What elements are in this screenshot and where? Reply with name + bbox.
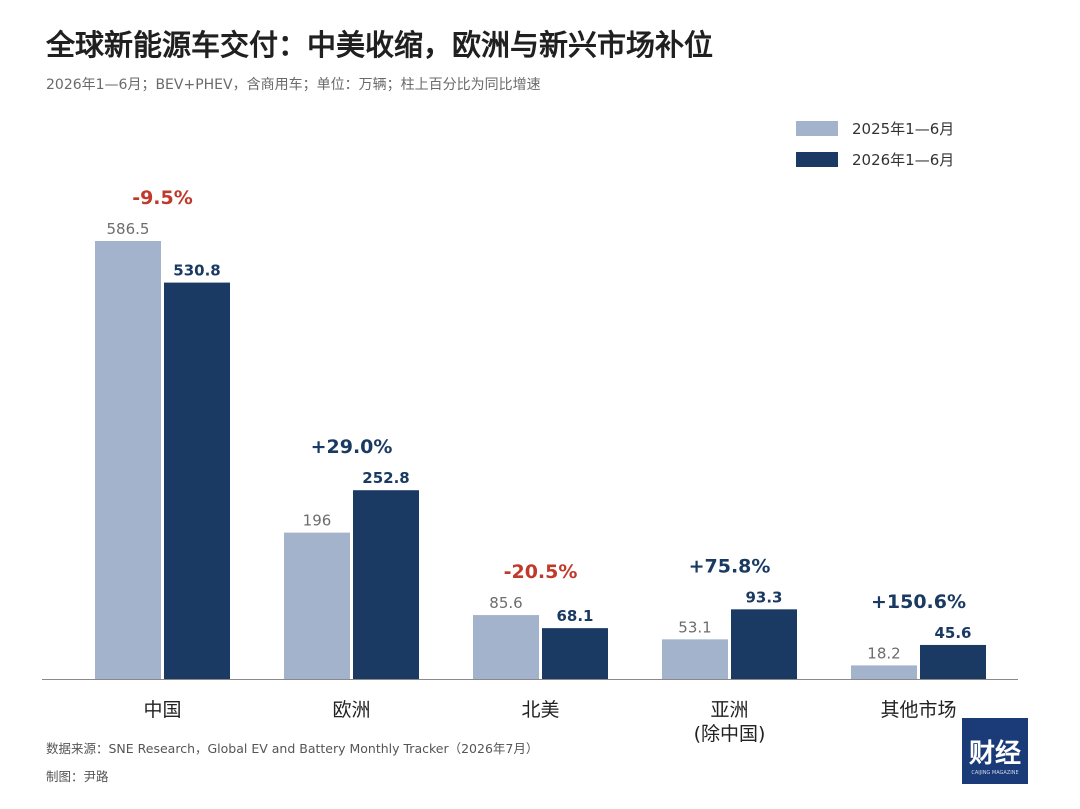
bar-2026-4 [920, 644, 986, 679]
value-label-2026-0: 530.8 [173, 262, 220, 280]
legend-label-2025: 2025年1—6月 [852, 120, 954, 138]
source-note: 数据来源：SNE Research，Global EV and Battery … [46, 741, 539, 756]
value-label-2026-4: 45.6 [934, 624, 971, 642]
legend-swatch-2026 [796, 152, 838, 167]
category-label-4: 其他市场 [880, 699, 956, 721]
value-label-2025-0: 586.5 [107, 220, 150, 238]
growth-label-1: +29.0% [311, 436, 393, 458]
legend-swatch-2025 [796, 121, 838, 136]
bar-2025-0 [95, 241, 161, 679]
category-label-0: 中国 [143, 699, 181, 721]
growth-label-0: -9.5% [132, 187, 193, 209]
logo-subtext: CAIJING MAGAZINE [971, 770, 1019, 776]
category-label-3-line0: 亚洲 [710, 699, 748, 721]
bar-2025-2 [473, 615, 539, 679]
bar-2025-1 [284, 532, 350, 679]
value-label-2025-1: 196 [303, 512, 332, 530]
chart-subtitle: 2026年1—6月；BEV+PHEV，含商用车；单位：万辆；柱上百分比为同比增速 [46, 77, 541, 93]
bar-2026-0 [164, 282, 230, 679]
category-label-2: 北美 [521, 699, 559, 721]
value-label-2026-1: 252.8 [362, 469, 409, 487]
growth-label-4: +150.6% [871, 591, 966, 613]
value-label-2026-2: 68.1 [556, 607, 593, 625]
value-label-2025-4: 18.2 [867, 644, 900, 662]
legend-label-2026: 2026年1—6月 [852, 151, 954, 169]
bar-2026-2 [542, 628, 608, 679]
value-label-2025-3: 53.1 [678, 618, 711, 636]
bar-2026-1 [353, 490, 419, 679]
caijing-logo: 财经 [962, 718, 1028, 784]
growth-label-2: -20.5% [504, 561, 578, 583]
value-label-2026-3: 93.3 [745, 588, 782, 606]
category-label-3-line1: (除中国) [694, 723, 766, 745]
bar-2025-4 [851, 665, 917, 679]
value-label-2025-2: 85.6 [489, 594, 522, 612]
credit-note: 制图：尹路 [46, 769, 109, 784]
bar-2025-3 [662, 639, 728, 679]
growth-label-3: +75.8% [689, 555, 771, 577]
chart-title: 全球新能源车交付：中美收缩，欧洲与新兴市场补位 [46, 28, 714, 62]
bar-2026-3 [731, 609, 797, 679]
category-label-1: 欧洲 [332, 699, 370, 721]
